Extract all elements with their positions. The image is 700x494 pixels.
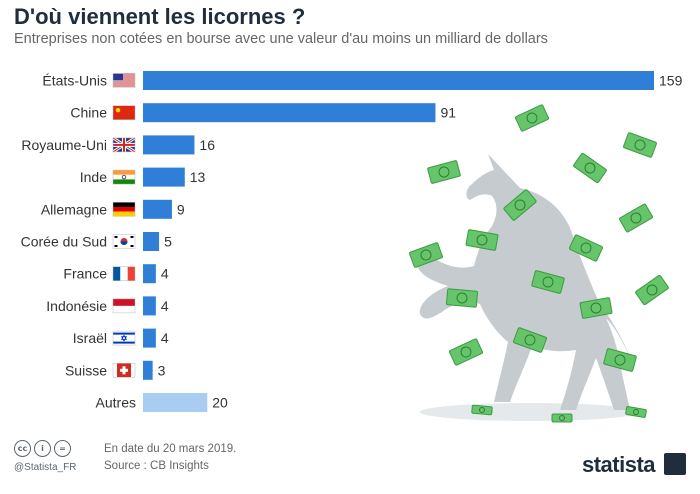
bar-row: 159 États-Unis bbox=[42, 71, 683, 90]
chart-subtitle: Entreprises non cotées en bourse avec un… bbox=[14, 31, 548, 47]
banknote-icon bbox=[579, 297, 613, 319]
chart-title: D'où viennent les licornes ? bbox=[14, 4, 306, 29]
bar-value-label: 5 bbox=[164, 234, 172, 250]
in-flag bbox=[112, 169, 136, 185]
category-label: Indonésie bbox=[46, 298, 107, 314]
banknote-icon bbox=[471, 404, 493, 416]
bar-row: 4 Indonésie bbox=[46, 296, 169, 316]
bar bbox=[143, 232, 160, 251]
bar bbox=[143, 393, 208, 412]
banknote-icon bbox=[513, 327, 547, 353]
id-flag bbox=[112, 298, 136, 314]
cc-icon: cc bbox=[14, 440, 31, 457]
bar-value-label: 9 bbox=[177, 201, 185, 217]
source-text: Source : CB Insights bbox=[104, 460, 209, 472]
category-label: Suisse bbox=[65, 362, 107, 378]
bar bbox=[143, 167, 185, 187]
banknote-icon bbox=[427, 160, 461, 184]
bar bbox=[143, 360, 153, 380]
bar-value-label: 13 bbox=[190, 169, 206, 185]
bar-chart: 159 États-Unis 91 Chine 16 Royaume-Uni 13 Inde 9… bbox=[21, 71, 683, 423]
bar bbox=[143, 135, 195, 155]
bar bbox=[143, 328, 156, 348]
banknote-icon bbox=[445, 288, 479, 308]
bar-row: 4 France bbox=[63, 264, 169, 284]
bar-value-label: 91 bbox=[440, 105, 456, 121]
bar-row: 20 Autres bbox=[96, 393, 228, 412]
banknote-icon bbox=[465, 229, 499, 251]
category-label: Chine bbox=[70, 105, 107, 121]
bar bbox=[143, 71, 654, 90]
banknote-icon bbox=[569, 234, 603, 262]
category-label: Corée du Sud bbox=[21, 234, 107, 250]
statista-logo-icon bbox=[664, 453, 686, 475]
category-label: Allemagne bbox=[41, 201, 107, 217]
bar-value-label: 16 bbox=[199, 137, 215, 153]
bar-row: 91 Chine bbox=[70, 103, 456, 123]
fr-flag bbox=[112, 266, 136, 281]
date-note: En date du 20 mars 2019. bbox=[104, 443, 237, 455]
kr-flag bbox=[112, 234, 136, 249]
cn-flag bbox=[112, 105, 136, 120]
bar-value-label: 4 bbox=[161, 298, 169, 314]
bar bbox=[143, 199, 172, 219]
license-icons: cc i = bbox=[14, 440, 71, 457]
banknote-icon bbox=[515, 104, 549, 132]
bar bbox=[143, 103, 436, 123]
banknote-icon bbox=[635, 274, 669, 306]
footer: cc i = @Statista_FR En date du 20 mars 2… bbox=[0, 440, 700, 494]
uk-flag bbox=[112, 136, 136, 154]
category-label: Israël bbox=[73, 330, 107, 346]
category-label: Autres bbox=[96, 395, 136, 411]
banknote-icon bbox=[619, 203, 653, 233]
banknote-icon bbox=[551, 413, 573, 423]
statista-handle: @Statista_FR bbox=[14, 462, 77, 473]
bar-row: 9 Allemagne bbox=[41, 199, 185, 219]
bar-value-label: 20 bbox=[212, 395, 228, 411]
us-flag bbox=[112, 73, 136, 88]
unicorn-tail bbox=[598, 300, 634, 372]
statista-logo: statista bbox=[582, 452, 656, 477]
by-icon: i bbox=[34, 440, 51, 457]
banknote-icon bbox=[449, 338, 483, 366]
bar-value-label: 3 bbox=[158, 362, 166, 378]
unicorn-illustration bbox=[409, 104, 669, 423]
il-flag bbox=[112, 330, 136, 346]
de-flag bbox=[112, 202, 136, 217]
bar-row: 3 Suisse bbox=[65, 360, 166, 380]
banknote-icon bbox=[409, 242, 443, 268]
banknote-icon bbox=[531, 270, 565, 294]
bar-value-label: 4 bbox=[161, 266, 169, 282]
ch-flag bbox=[112, 363, 136, 378]
nd-icon: = bbox=[54, 440, 71, 457]
banknote-icon bbox=[573, 152, 607, 184]
category-label: Royaume-Uni bbox=[21, 137, 107, 153]
banknote-icon bbox=[623, 132, 657, 158]
bar-row: 5 Corée du Sud bbox=[21, 232, 172, 251]
bar-row: 4 Israël bbox=[73, 328, 169, 348]
bar-value-label: 4 bbox=[161, 330, 169, 346]
bar-row: 13 Inde bbox=[80, 167, 206, 187]
bar-value-label: 159 bbox=[659, 73, 683, 89]
banknote-icon bbox=[603, 348, 637, 372]
category-label: États-Unis bbox=[42, 73, 107, 89]
bar bbox=[143, 296, 156, 316]
bar bbox=[143, 264, 156, 284]
category-label: France bbox=[63, 266, 107, 282]
unicorn-icon bbox=[417, 154, 630, 410]
category-label: Inde bbox=[80, 169, 107, 185]
source-note: En date du 20 mars 2019. Source : CB Ins… bbox=[104, 441, 236, 475]
unicorn-shadow bbox=[420, 403, 640, 421]
bar-row: 16 Royaume-Uni bbox=[21, 135, 215, 155]
banknote-icon bbox=[625, 406, 647, 418]
banknote-icon bbox=[503, 189, 537, 221]
